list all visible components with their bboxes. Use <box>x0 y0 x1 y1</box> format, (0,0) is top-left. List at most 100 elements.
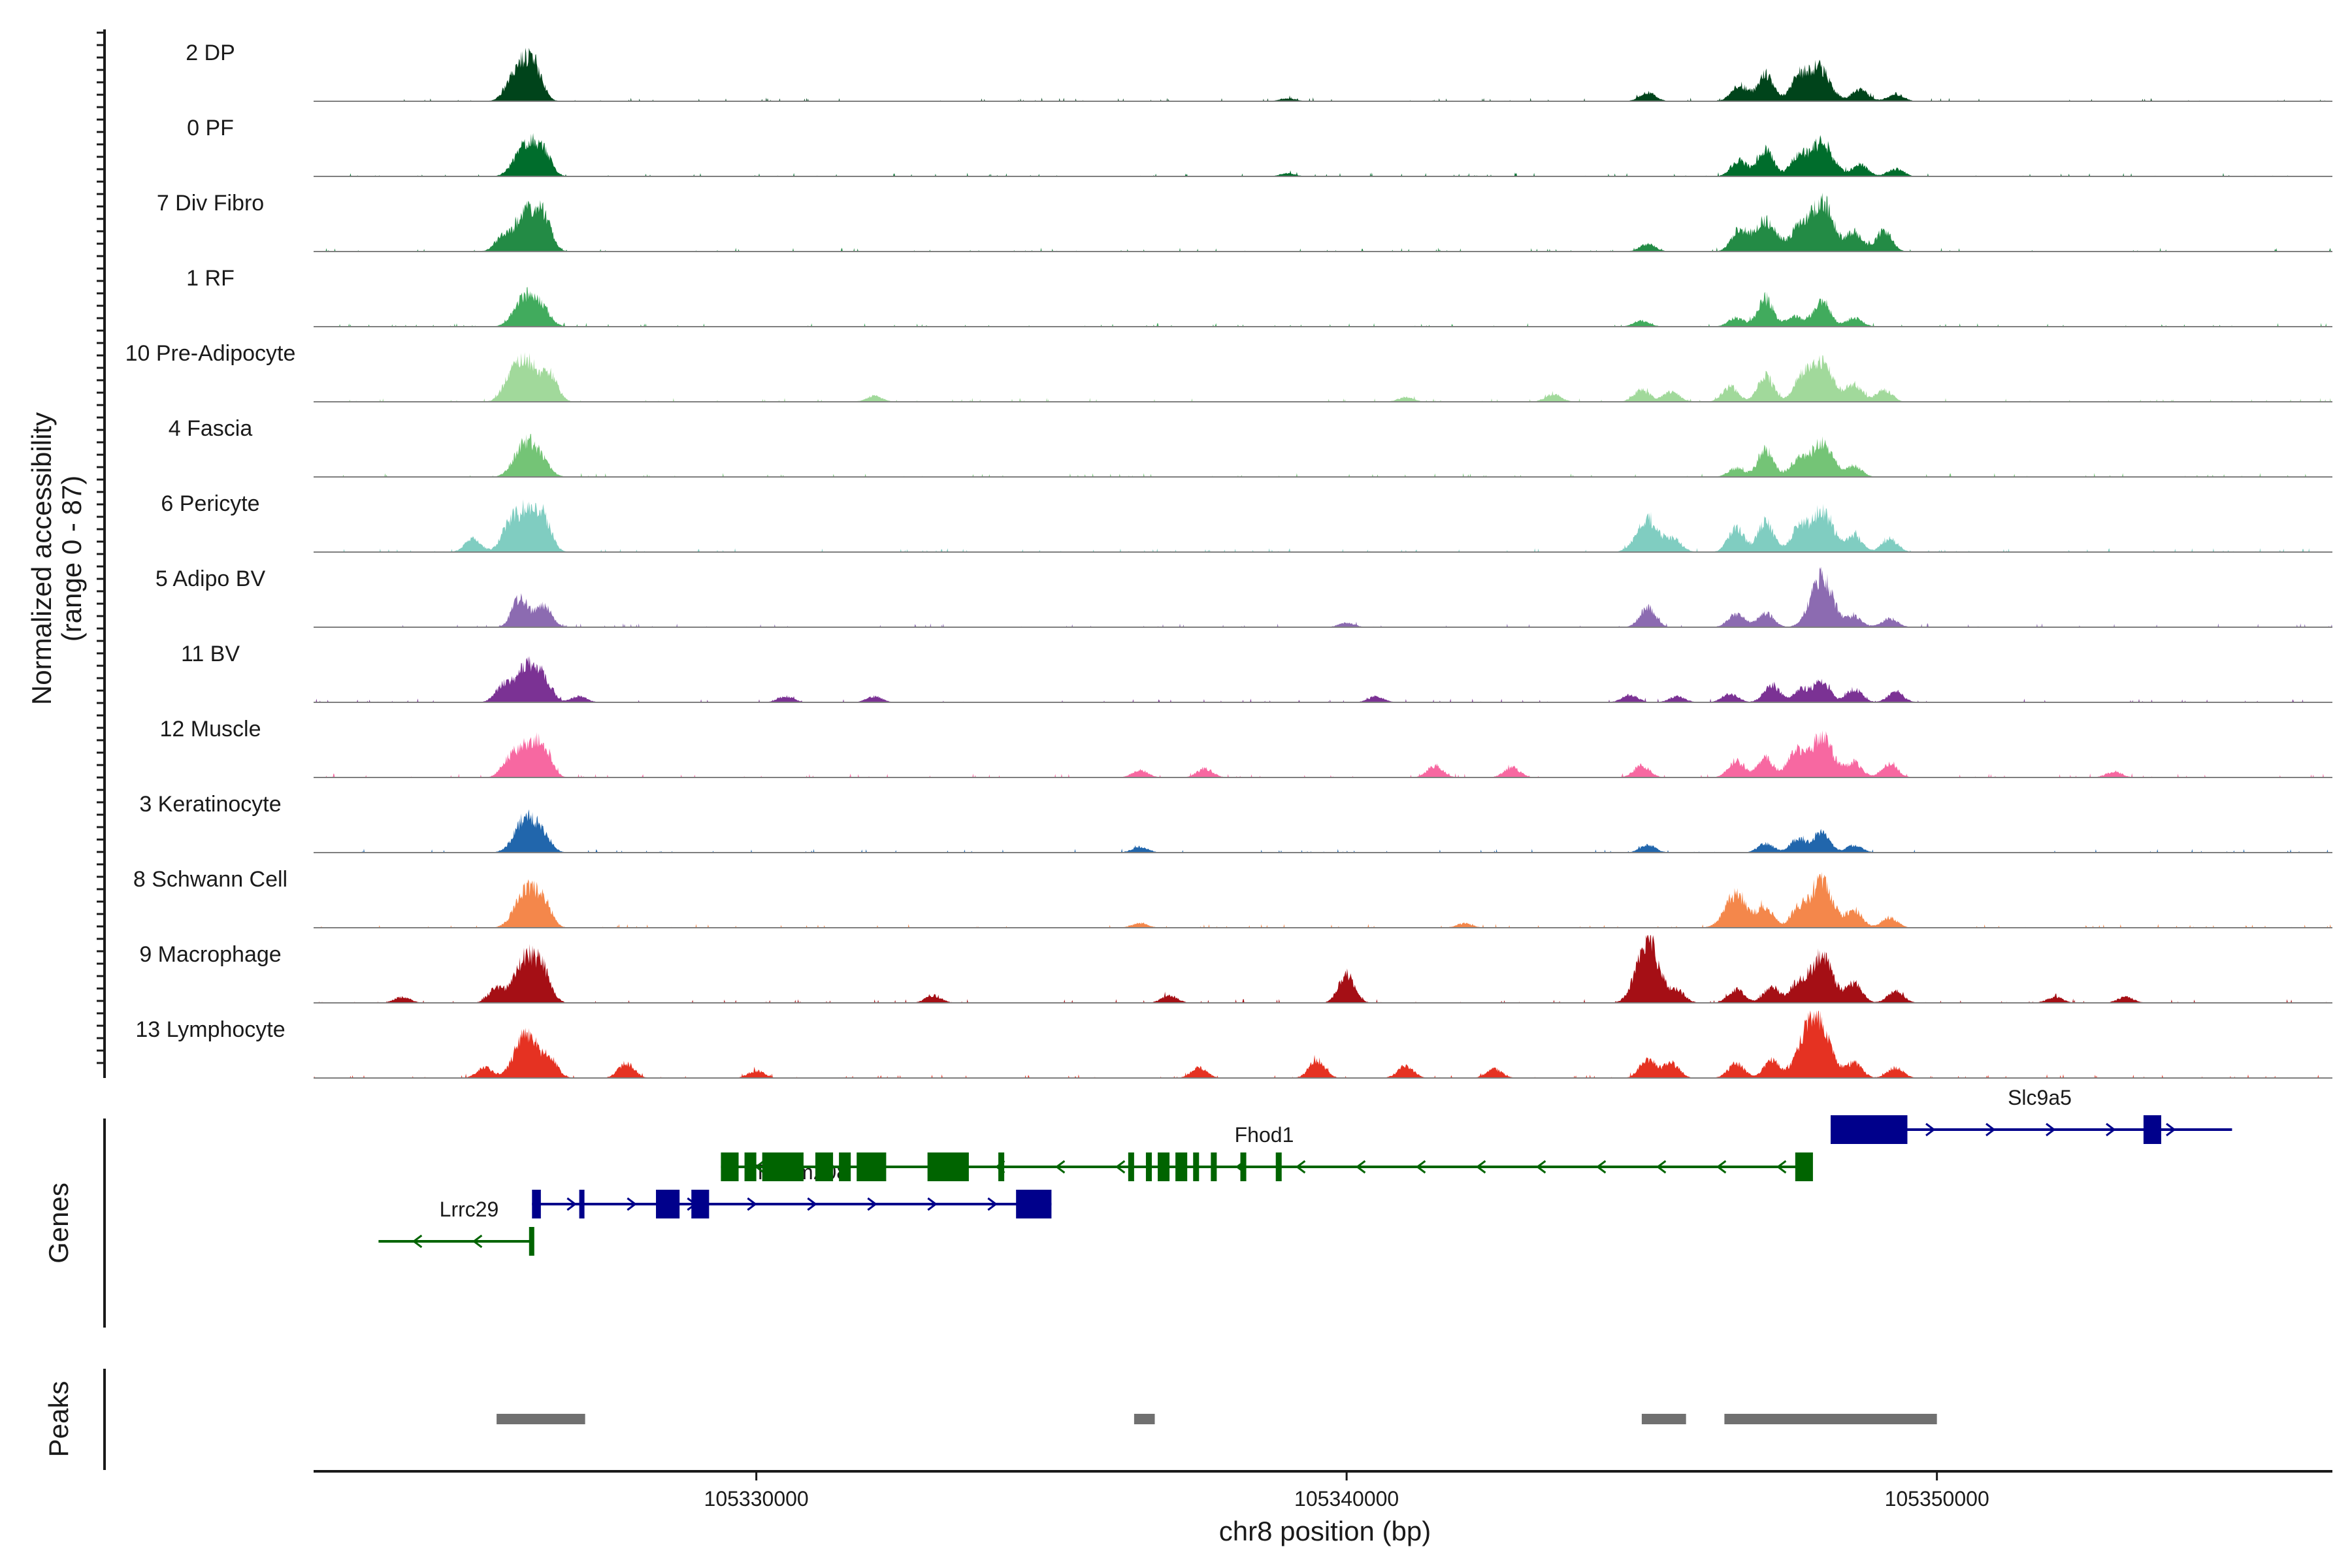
peak-region <box>1724 1414 1937 1424</box>
gene-exon <box>815 1152 834 1181</box>
gene-label: Slc9a5 <box>2008 1086 2072 1109</box>
strand-chevron <box>807 1197 817 1211</box>
strand-chevron <box>1985 1122 1996 1137</box>
strand-chevron <box>1115 1160 1126 1174</box>
gene-exon <box>1016 1190 1052 1218</box>
track-signal <box>314 133 2332 176</box>
strand-chevron <box>2106 1122 2116 1137</box>
peaks-panel-label: Peaks <box>43 1381 74 1458</box>
x-axis-ticks: 105330000 105340000 105350000 <box>704 1471 1989 1511</box>
strand-chevron <box>472 1234 483 1249</box>
gene-exon <box>1145 1152 1152 1181</box>
track-1-rf: 1 RF <box>186 266 2332 327</box>
track-signal <box>314 809 2332 853</box>
peak-region <box>1134 1414 1155 1424</box>
track-3-keratinocyte: 3 Keratinocyte <box>139 792 2332 853</box>
gene-exon <box>579 1190 585 1218</box>
track-signal <box>314 730 2332 777</box>
track-label: 1 RF <box>186 266 235 291</box>
track-5-adipo-bv: 5 Adipo BV <box>155 566 2332 628</box>
y-axis-title: Normalized accessibility <box>26 412 57 705</box>
gene-exon <box>1175 1152 1188 1181</box>
track-label: 3 Keratinocyte <box>139 792 281 817</box>
x-axis-title: chr8 position (bp) <box>1219 1516 1431 1546</box>
strand-chevron <box>1295 1160 1306 1174</box>
peak-region <box>1641 1414 1686 1424</box>
track-label: 11 BV <box>181 642 240 666</box>
gene-exon <box>691 1190 710 1218</box>
track-signal <box>314 935 2332 1003</box>
track-2-dp: 2 DP <box>186 41 2332 102</box>
gene-exon <box>1831 1115 1908 1144</box>
track-8-schwann-cell: 8 Schwann Cell <box>133 867 2332 928</box>
x-tick-label: 105330000 <box>704 1487 809 1511</box>
strand-chevron <box>1054 1160 1066 1174</box>
track-9-macrophage: 9 Macrophage <box>139 935 2332 1004</box>
strand-chevron <box>2166 1122 2176 1137</box>
track-label: 7 Div Fibro <box>157 191 264 216</box>
gene-exon <box>1240 1152 1247 1181</box>
track-0-pf: 0 PF <box>187 116 2332 177</box>
track-label: 2 DP <box>186 41 235 65</box>
strand-chevron <box>867 1197 877 1211</box>
track-13-lymphocyte: 13 Lymphocyte <box>135 1010 2332 1079</box>
strand-chevron <box>1776 1160 1787 1174</box>
track-4-fascia: 4 Fascia <box>169 416 2332 478</box>
gene-exon <box>1275 1152 1282 1181</box>
gene-exon <box>744 1152 757 1181</box>
genes-panel-label: Genes <box>43 1183 74 1264</box>
gene-exon <box>529 1227 534 1256</box>
track-12-muscle: 12 Muscle <box>160 717 2332 778</box>
track-label: 5 Adipo BV <box>155 566 266 591</box>
peak-regions <box>497 1414 1937 1424</box>
track-signal <box>314 287 2332 327</box>
gene-exon <box>721 1152 739 1181</box>
strand-chevron <box>412 1234 423 1249</box>
track-signal <box>314 352 2332 402</box>
strand-chevron <box>747 1197 757 1211</box>
track-10-pre-adipocyte: 10 Pre-Adipocyte <box>125 341 2332 402</box>
x-tick-label: 105340000 <box>1294 1487 1399 1511</box>
gene-exon <box>1128 1152 1134 1181</box>
gene-exon <box>532 1190 541 1218</box>
strand-chevron <box>1415 1160 1426 1174</box>
coverage-y-axis-ticks <box>97 31 105 1064</box>
y-axis-range: (range 0 - 87) <box>56 476 87 642</box>
track-signal <box>314 1010 2332 1078</box>
track-label: 4 Fascia <box>169 416 253 441</box>
track-label: 10 Pre-Adipocyte <box>125 341 296 366</box>
peak-region <box>497 1414 585 1424</box>
track-label: 13 Lymphocyte <box>135 1017 285 1042</box>
strand-chevron <box>2046 1122 2056 1137</box>
gene-exon <box>762 1152 804 1181</box>
track-signal <box>314 872 2332 928</box>
track-label: 0 PF <box>187 116 234 140</box>
strand-chevron <box>1595 1160 1607 1174</box>
track-label: 6 Pericyte <box>161 491 259 516</box>
x-tick-label: 105350000 <box>1885 1487 1989 1511</box>
strand-chevron <box>1475 1160 1486 1174</box>
gene-exon <box>1158 1152 1170 1181</box>
gene-exon <box>839 1152 851 1181</box>
track-signal <box>314 48 2332 101</box>
gene-label: Lrrc29 <box>440 1198 499 1221</box>
gene-exon <box>1193 1152 1200 1181</box>
strand-chevron <box>927 1197 938 1211</box>
track-signal <box>314 433 2332 477</box>
gene-annotations: Lrrc29Tmem208Fhod1Slc9a5 <box>378 1086 2232 1256</box>
gene-exon <box>1211 1152 1217 1181</box>
strand-chevron <box>1716 1160 1727 1174</box>
track-6-pericyte: 6 Pericyte <box>161 491 2332 553</box>
gene-exon <box>656 1190 680 1218</box>
strand-chevron <box>1535 1160 1546 1174</box>
track-signal <box>314 566 2332 627</box>
track-label: 8 Schwann Cell <box>133 867 287 892</box>
track-7-div-fibro: 7 Div Fibro <box>157 191 2332 252</box>
gene-exon <box>927 1152 969 1181</box>
coverage-tracks: 2 DP 0 PF 7 Div Fibro 1 RF 10 Pre-Adipocyte 4… <box>125 41 2332 1079</box>
strand-chevron <box>566 1197 577 1211</box>
gene-label: Fhod1 <box>1235 1123 1294 1147</box>
gene-exon <box>2143 1115 2161 1144</box>
track-signal <box>314 499 2332 552</box>
